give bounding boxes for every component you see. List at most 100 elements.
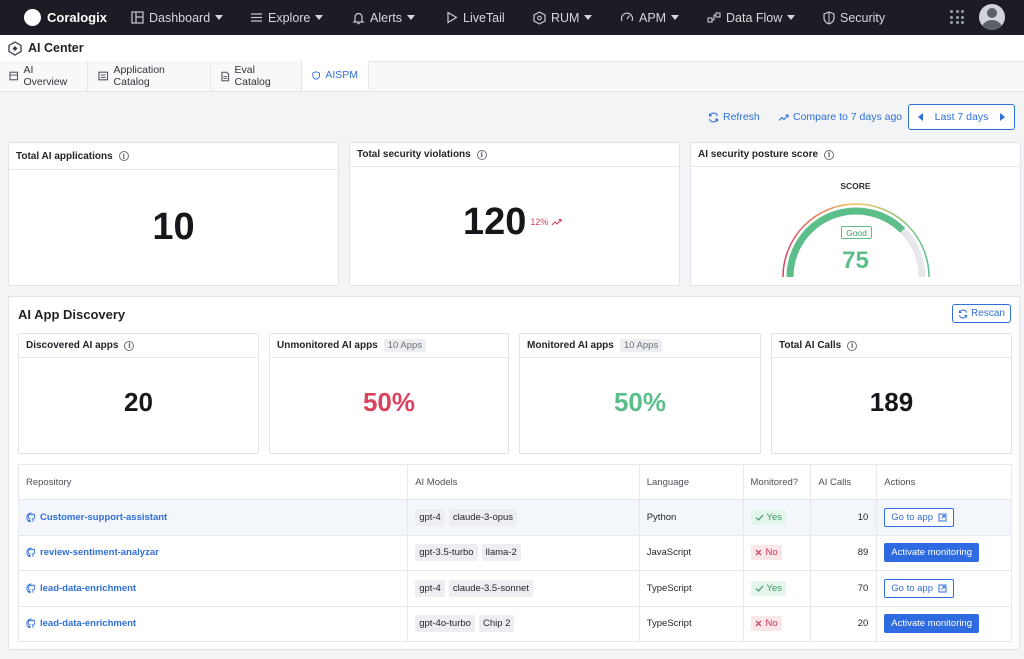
status-label: No [765, 618, 778, 630]
apps-count-badge: 10 Apps [383, 339, 427, 352]
tab-aispm[interactable]: AISPM [302, 61, 369, 91]
column-header-ai-calls[interactable]: AI Calls [811, 465, 878, 499]
repository-name: lead-data-enrichment [40, 618, 137, 630]
catalog-icon [98, 71, 109, 81]
trend-up-icon [552, 218, 562, 226]
monitored-ai-apps-card: Monitored AI apps 10 Apps 50% [519, 333, 761, 454]
repositories-table: Repository AI Models Language Monitored?… [18, 464, 1012, 642]
repository-name: lead-data-enrichment [40, 582, 137, 594]
card-header: Discovered AI apps i [19, 334, 258, 358]
score-label: SCORE [840, 181, 871, 191]
activate-monitoring-button[interactable]: Activate monitoring [884, 543, 980, 563]
time-range-selector[interactable]: Last 7 days [908, 104, 1015, 130]
compare-button[interactable]: Compare to 7 days ago [778, 111, 902, 123]
tab-ai-overview[interactable]: AI Overview [0, 61, 88, 91]
refresh-label: Refresh [723, 111, 760, 123]
status-label: No [765, 547, 778, 559]
model-tag: gpt-3.5-turbo [415, 544, 478, 562]
monitored-status-badge: No [750, 616, 782, 632]
column-header-monitored[interactable]: Monitored? [744, 465, 812, 499]
column-header-language[interactable]: Language [640, 465, 744, 499]
info-icon[interactable]: i [824, 149, 835, 160]
table-row[interactable]: lead-data-enrichment gpt-4 claude-3.5-so… [18, 571, 1012, 607]
model-tag: claude-3-opus [448, 508, 518, 526]
tab-application-catalog[interactable]: Application Catalog [88, 61, 211, 91]
unmonitored-ai-apps-value: 50% [362, 387, 416, 417]
chevron-down-icon [671, 15, 680, 20]
repository-cell: Customer-support-assistant [19, 500, 409, 535]
nav-explore-label: Explore [268, 10, 311, 25]
go-to-app-button[interactable]: Go to app [884, 507, 954, 527]
info-icon[interactable]: i [118, 151, 129, 161]
nav-alerts[interactable]: Alerts [352, 0, 415, 35]
model-tag: gpt-4o-turbo [415, 615, 475, 633]
previous-range-icon[interactable] [918, 113, 923, 121]
github-icon [26, 547, 36, 558]
nav-rum[interactable]: RUM [533, 0, 593, 35]
card-title: Discovered AI apps [26, 340, 119, 351]
brand[interactable]: Coralogix [24, 9, 120, 26]
nav-explore[interactable]: Explore [250, 0, 324, 35]
table-row[interactable]: lead-data-enrichment gpt-4o-turbo Chip 2… [18, 606, 1012, 642]
actions-cell: Activate monitoring [877, 536, 1011, 571]
status-label: Yes [766, 511, 783, 523]
nav-apm[interactable]: APM [620, 0, 680, 35]
repository-link[interactable]: review-sentiment-analyzar [26, 547, 159, 558]
posture-score-card: AI security posture score i SCORE Good 7… [690, 142, 1021, 286]
github-icon [26, 583, 36, 594]
app-grid-icon[interactable] [950, 10, 964, 24]
dashboard-icon [131, 11, 144, 24]
brand-name: Coralogix [47, 10, 107, 25]
activate-monitoring-button[interactable]: Activate monitoring [884, 614, 980, 634]
repository-link[interactable]: lead-data-enrichment [26, 583, 136, 594]
table-row[interactable]: Customer-support-assistant gpt-4 claude-… [18, 500, 1012, 536]
info-icon[interactable]: i [847, 340, 858, 351]
monitored-status-badge: No [750, 545, 782, 561]
trend-up-icon [778, 113, 789, 121]
info-icon[interactable]: i [124, 340, 135, 351]
repository-link[interactable]: Customer-support-assistant [26, 512, 167, 523]
tab-eval-catalog[interactable]: Eval Catalog [211, 61, 302, 91]
avatar[interactable] [979, 4, 1005, 30]
nav-data-flow[interactable]: Data Flow [707, 0, 796, 35]
repository-link[interactable]: lead-data-enrichment [26, 618, 136, 629]
nav-livetail[interactable]: LiveTail [446, 0, 505, 35]
model-tag: Chip 2 [478, 615, 515, 633]
column-header-ai-models[interactable]: AI Models [408, 465, 640, 499]
page-header: AI Center [0, 35, 1024, 62]
monitored-cell: No [744, 535, 812, 570]
model-tag: claude-3.5-sonnet [448, 579, 533, 597]
check-icon [755, 585, 763, 592]
ai-center-icon [8, 40, 22, 56]
repository-name: review-sentiment-analyzar [40, 547, 159, 559]
refresh-button[interactable]: Refresh [708, 111, 760, 123]
table-row[interactable]: review-sentiment-analyzar gpt-3.5-turbo … [18, 535, 1012, 571]
nav-rum-label: RUM [551, 10, 580, 25]
apps-count-badge: 10 Apps [619, 339, 663, 352]
repository-cell: lead-data-enrichment [19, 606, 409, 641]
go-to-app-button[interactable]: Go to app [884, 578, 954, 598]
ai-app-discovery-panel: AI App Discovery Rescan Discovered AI ap… [8, 296, 1020, 650]
monitored-status-badge: Yes [750, 509, 787, 525]
check-icon [755, 514, 763, 521]
next-range-icon[interactable] [999, 113, 1005, 121]
total-ai-applications-card: Total AI applications i 10 [8, 142, 339, 286]
rescan-button[interactable]: Rescan [952, 304, 1011, 323]
info-icon[interactable]: i [476, 149, 487, 160]
nav-security[interactable]: Security [823, 0, 885, 35]
card-header: Total AI Calls i [772, 334, 1011, 358]
card-header: AI security posture score i [691, 143, 1020, 167]
tab-bar: AI Overview Application Catalog Eval Cat… [0, 61, 1024, 92]
posture-gauge [782, 203, 930, 278]
external-link-icon [938, 584, 947, 593]
language-cell: TypeScript [640, 571, 744, 606]
nav-apm-label: APM [639, 10, 667, 25]
gauge-fill [786, 207, 906, 278]
column-header-repository[interactable]: Repository [19, 465, 409, 499]
trend-percent: 12% [530, 217, 549, 227]
card-header: Total AI applications i [9, 143, 338, 170]
tab-label: AI Overview [23, 64, 68, 88]
status-badge: Good [841, 226, 872, 239]
gauge-outer-arc [782, 203, 930, 278]
nav-dashboard[interactable]: Dashboard [131, 0, 224, 35]
